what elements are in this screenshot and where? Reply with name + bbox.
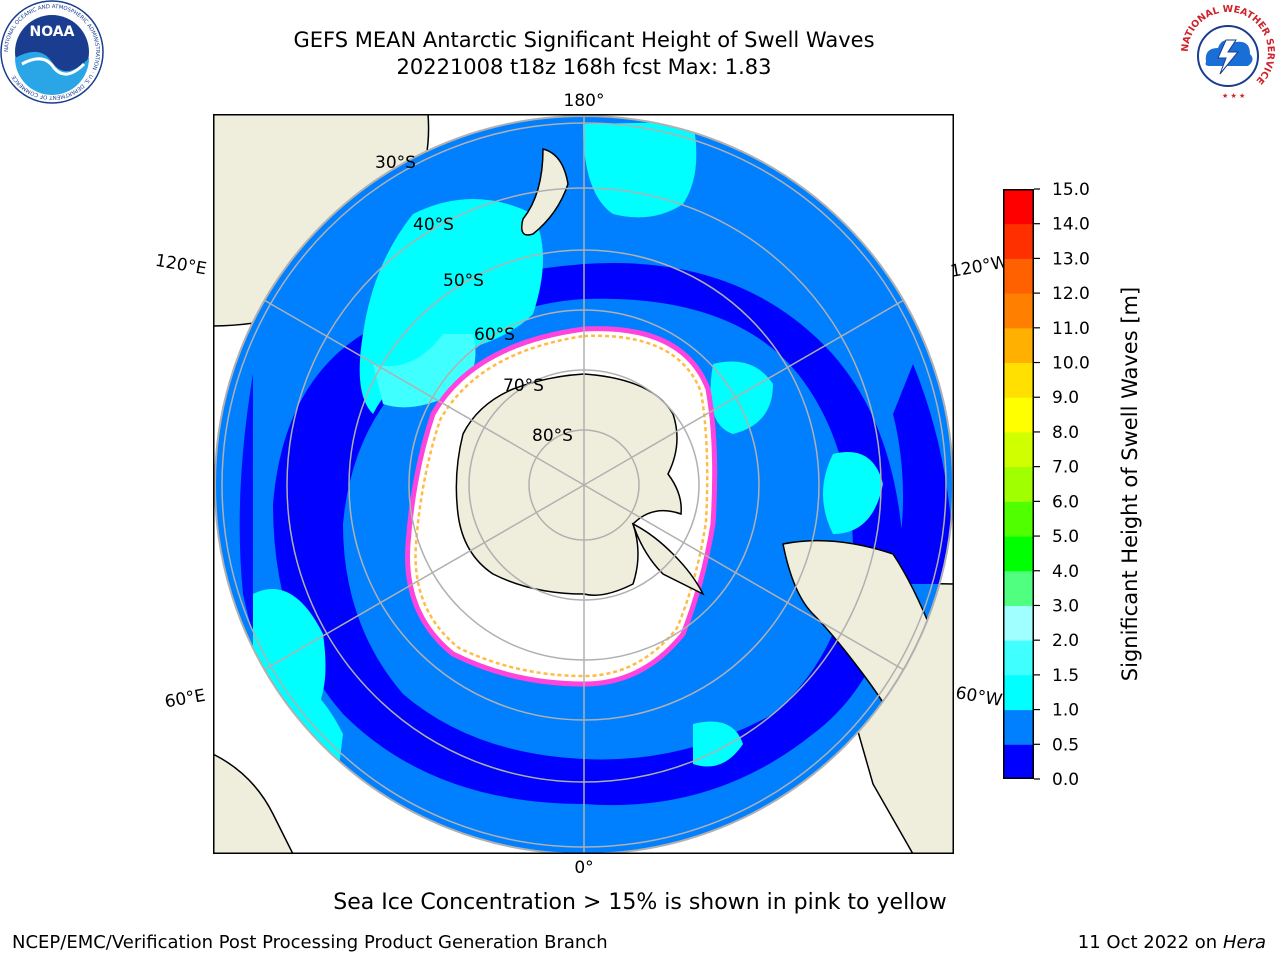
lat-label-80: 80°S: [532, 426, 573, 446]
colorbar-tick-label: 0.0: [1052, 770, 1079, 790]
colorbar-tick-label: 11.0: [1052, 319, 1090, 339]
africa-land: [213, 753, 294, 854]
sea-ice-note: Sea Ice Concentration > 15% is shown in …: [333, 890, 947, 915]
colorbar-segment: [1003, 640, 1034, 676]
colorbar: [1003, 189, 1034, 779]
footer-date: 11 Oct 2022 on Hera: [1078, 932, 1266, 953]
colorbar-segment: [1003, 327, 1034, 364]
colorbar-ticks: 0.0 0.5 1.0 1.5 2.0 3.0 4.0 5.0 6.0 7.0 8.0 9.0 10.0…: [1034, 180, 1090, 790]
lat-label-30: 30°S: [375, 153, 416, 173]
colorbar-tick-label: 6.0: [1052, 492, 1079, 512]
colorbar-tick-label: 15.0: [1052, 180, 1090, 200]
colorbar-segment: [1003, 536, 1034, 572]
map-title: GEFS MEAN Antarctic Significant Height o…: [293, 28, 875, 52]
colorbar-segment: [1003, 397, 1034, 433]
colorbar-segment: [1003, 744, 1034, 779]
colorbar-tick-label: 3.0: [1052, 596, 1079, 616]
swell-patch-tasman: [583, 122, 697, 218]
colorbar-tick-label: 8.0: [1052, 423, 1079, 443]
colorbar-segment: [1003, 570, 1034, 606]
noaa-logo: NATIONAL OCEANIC AND ATMOSPHERIC ADMINIS…: [0, 0, 104, 104]
colorbar-tick-label: 10.0: [1052, 354, 1090, 374]
colorbar-tick-label: 5.0: [1052, 527, 1079, 547]
lon-label-60e: 60°E: [163, 686, 207, 713]
colorbar-segment: [1003, 605, 1034, 641]
colorbar-segment: [1003, 431, 1034, 468]
colorbar-tick-label: 1.0: [1052, 701, 1079, 721]
colorbar-segment: [1003, 466, 1034, 502]
lat-label-70: 70°S: [503, 376, 544, 396]
colorbar-segment: [1003, 362, 1034, 398]
swell-band-low-3: [893, 364, 953, 584]
colorbar-tick-label: 2.0: [1052, 631, 1079, 651]
lat-label-40: 40°S: [413, 215, 454, 235]
lat-label-50: 50°S: [443, 271, 484, 291]
colorbar-segment: [1003, 223, 1034, 259]
lon-label-0: 0°: [574, 858, 593, 878]
colorbar-segment: [1003, 258, 1034, 294]
swell-patch-east: [710, 361, 773, 434]
colorbar-tick-label: 13.0: [1052, 249, 1090, 269]
footer-date-text: 11 Oct 2022 on: [1077, 932, 1223, 953]
colorbar-segment: [1003, 501, 1034, 537]
svg-text:★ ★ ★: ★ ★ ★: [1222, 92, 1245, 100]
lat-label-60: 60°S: [474, 325, 515, 345]
nws-logo: NATIONAL WEATHER SERVICE ★ ★ ★: [1178, 2, 1278, 102]
new-zealand-land: [521, 148, 569, 236]
colorbar-tick-label: 14.0: [1052, 215, 1090, 235]
colorbar-tick-label: 12.0: [1052, 284, 1090, 304]
colorbar-tick-label: 0.5: [1052, 735, 1079, 755]
polar-map: 30°S 40°S 50°S 60°S 70°S 80°S: [213, 114, 954, 854]
lon-label-180: 180°: [564, 91, 605, 111]
antarctic-peninsula: [631, 522, 705, 596]
colorbar-tick-label: 4.0: [1052, 562, 1079, 582]
map-subtitle: 20221008 t18z 168h fcst Max: 1.83: [396, 55, 772, 79]
footer-host: Hera: [1222, 932, 1266, 953]
colorbar-tick-label: 9.0: [1052, 388, 1079, 408]
colorbar-segment: [1003, 293, 1034, 329]
colorbar-segment: [1003, 189, 1034, 225]
sea-ice-edge-yellow: [414, 334, 709, 678]
colorbar-title: Significant Height of Swell Waves [m]: [1118, 286, 1142, 682]
antarctica-land: [455, 373, 682, 596]
swell-patch-drake: [823, 452, 883, 534]
colorbar-segment: [1003, 674, 1034, 711]
colorbar-tick-label: 7.0: [1052, 458, 1079, 478]
graticule: [221, 116, 947, 854]
footer-credit: NCEP/EMC/Verification Post Processing Pr…: [12, 932, 608, 953]
swell-patch-pacific: [359, 199, 543, 414]
lon-label-60w: 60°W: [954, 683, 1004, 711]
lon-label-120e: 120°E: [154, 251, 208, 280]
lon-label-120w: 120°W: [949, 252, 1010, 282]
colorbar-segment: [1003, 709, 1034, 745]
colorbar-tick-label: 1.5: [1052, 666, 1079, 686]
svg-text:NOAA: NOAA: [30, 24, 75, 40]
